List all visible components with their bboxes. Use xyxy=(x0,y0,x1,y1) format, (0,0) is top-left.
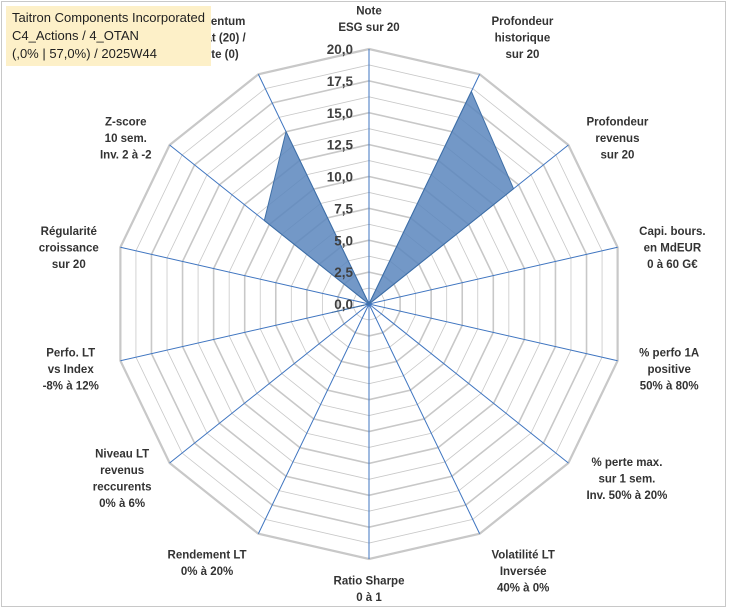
radar-spoke xyxy=(257,303,370,534)
radar-axis-label-line: Régularité xyxy=(41,226,97,238)
radar-axis-label-line: Z-score xyxy=(105,117,147,129)
radar-axis-label-line: -8% à 12% xyxy=(43,381,99,393)
chart-title-box: Taitron Components Incorporated C4_Actio… xyxy=(6,6,211,66)
radar-axis-label-line: Niveau LT xyxy=(95,449,149,461)
chart-title-company: Taitron Components Incorporated xyxy=(12,10,205,25)
radar-series xyxy=(263,90,515,313)
radar-spoke xyxy=(368,246,618,305)
radar-axis-label-line: revenus xyxy=(100,465,144,477)
radar-axis-label: Perfo. LT vs Index -8% à 12% xyxy=(43,348,99,393)
radar-axis-label-line: en MdEUR xyxy=(644,243,702,255)
radar-axis-label-line: ESG sur 20 xyxy=(338,22,399,34)
radar-axis-label: Rendement LT 0% à 20% xyxy=(168,549,247,578)
radar-axis-label: Note ESG sur 20 xyxy=(338,6,399,35)
radar-axis-label-line: 0 à 60 G€ xyxy=(647,259,698,271)
radar-spoke xyxy=(169,303,370,464)
radar-tick-labels: 0,0 2,5 5,0 7,5 10,0 12,5 15,0 17,5 20,0 xyxy=(327,42,354,312)
radar-axis-label-line: Inv. 50% à 20% xyxy=(586,490,667,502)
radar-tick-label: 7,5 xyxy=(334,201,353,216)
chart-title-category: C4_Actions / 4_OTAN xyxy=(12,28,139,43)
radar-axis-label-line: 0 à 1 xyxy=(356,592,382,604)
radar-axis-label-line: Profondeur xyxy=(491,16,553,28)
radar-axis-label-line: Perfo. LT xyxy=(46,348,95,360)
radar-tick-label: 15,0 xyxy=(327,106,353,121)
radar-axis-label-line: Capi. bours. xyxy=(639,226,705,238)
radar-axis-label-line: 0% à 20% xyxy=(181,566,233,578)
radar-axis-label: % perfo 1A positive 50% à 80% xyxy=(639,348,699,393)
radar-axis-label: Volatilité LT Inversée 40% à 0% xyxy=(491,549,554,594)
radar-axis-label: % perte max. sur 1 sem. Inv. 50% à 20% xyxy=(586,457,667,502)
radar-axis-label-line: Profondeur xyxy=(586,117,648,129)
radar-axis-label-line: 10 sem. xyxy=(105,133,147,145)
radar-axis-label-line: historique xyxy=(495,33,551,45)
radar-axis-label-line: % perfo 1A xyxy=(639,348,699,360)
radar-axis-label: Ratio Sharpe 0 à 1 xyxy=(334,576,405,605)
radar-axis-label-line: Note xyxy=(356,6,382,18)
radar-axis-labels: Note ESG sur 20 Profondeur historique sur 20… xyxy=(39,6,706,605)
radar-axis-label-line: revenus xyxy=(595,133,639,145)
radar-axis-label-line: Ratio Sharpe xyxy=(334,576,405,588)
radar-axis-label-line: % perte max. xyxy=(591,457,662,469)
radar-axis-label: Niveau LT revenus reccurents 0% à 6% xyxy=(93,449,152,511)
radar-tick-label: 17,5 xyxy=(327,74,354,89)
radar-tick-label: 12,5 xyxy=(327,138,354,153)
radar-axis-label: Profondeur revenus sur 20 xyxy=(586,117,648,162)
radar-axis-label-line: 40% à 0% xyxy=(497,582,549,594)
radar-tick-label: 20,0 xyxy=(327,42,353,57)
radar-spoke xyxy=(120,246,370,305)
radar-spoke xyxy=(368,303,481,534)
radar-axis-label-line: sur 1 sem. xyxy=(598,473,655,485)
radar-tick-label: 2,5 xyxy=(334,265,353,280)
radar-axis-label: Capi. bours. en MdEUR 0 à 60 G€ xyxy=(639,226,705,271)
radar-axis-label-line: sur 20 xyxy=(600,150,634,162)
radar-axis-label-line: sur 20 xyxy=(505,49,539,61)
radar-spoke xyxy=(368,303,569,464)
radar-axis-label-line: positive xyxy=(647,364,690,376)
radar-tick-label: 0,0 xyxy=(334,297,353,312)
radar-tick-label: 5,0 xyxy=(334,233,353,248)
radar-axis-label: Profondeur historique sur 20 xyxy=(491,16,553,61)
radar-axis-label-line: Volatilité LT xyxy=(491,549,554,561)
radar-tick-label: 10,0 xyxy=(327,170,353,185)
chart-title-period: (,0% | 57,0%) / 2025W44 xyxy=(12,46,158,61)
radar-axis-label-line: 0% à 6% xyxy=(99,498,145,510)
radar-axis-label-line: reccurents xyxy=(93,482,152,494)
radar-axis-label-line: sur 20 xyxy=(52,259,86,271)
radar-axis-label-line: Rendement LT xyxy=(168,549,247,561)
radar-axis-label: Z-score 10 sem. Inv. 2 à -2 xyxy=(100,117,152,162)
radar-axis-label-line: 50% à 80% xyxy=(640,381,699,393)
radar-spoke xyxy=(120,303,370,362)
radar-axis-label-line: vs Index xyxy=(48,364,95,376)
radar-axis-label: Régularité croissance sur 20 xyxy=(39,226,99,271)
radar-axis-label-line: Inv. 2 à -2 xyxy=(100,150,152,162)
radar-axis-label-line: croissance xyxy=(39,243,99,255)
radar-axis-label-line: Inversée xyxy=(500,566,547,578)
radar-spoke xyxy=(368,303,618,362)
